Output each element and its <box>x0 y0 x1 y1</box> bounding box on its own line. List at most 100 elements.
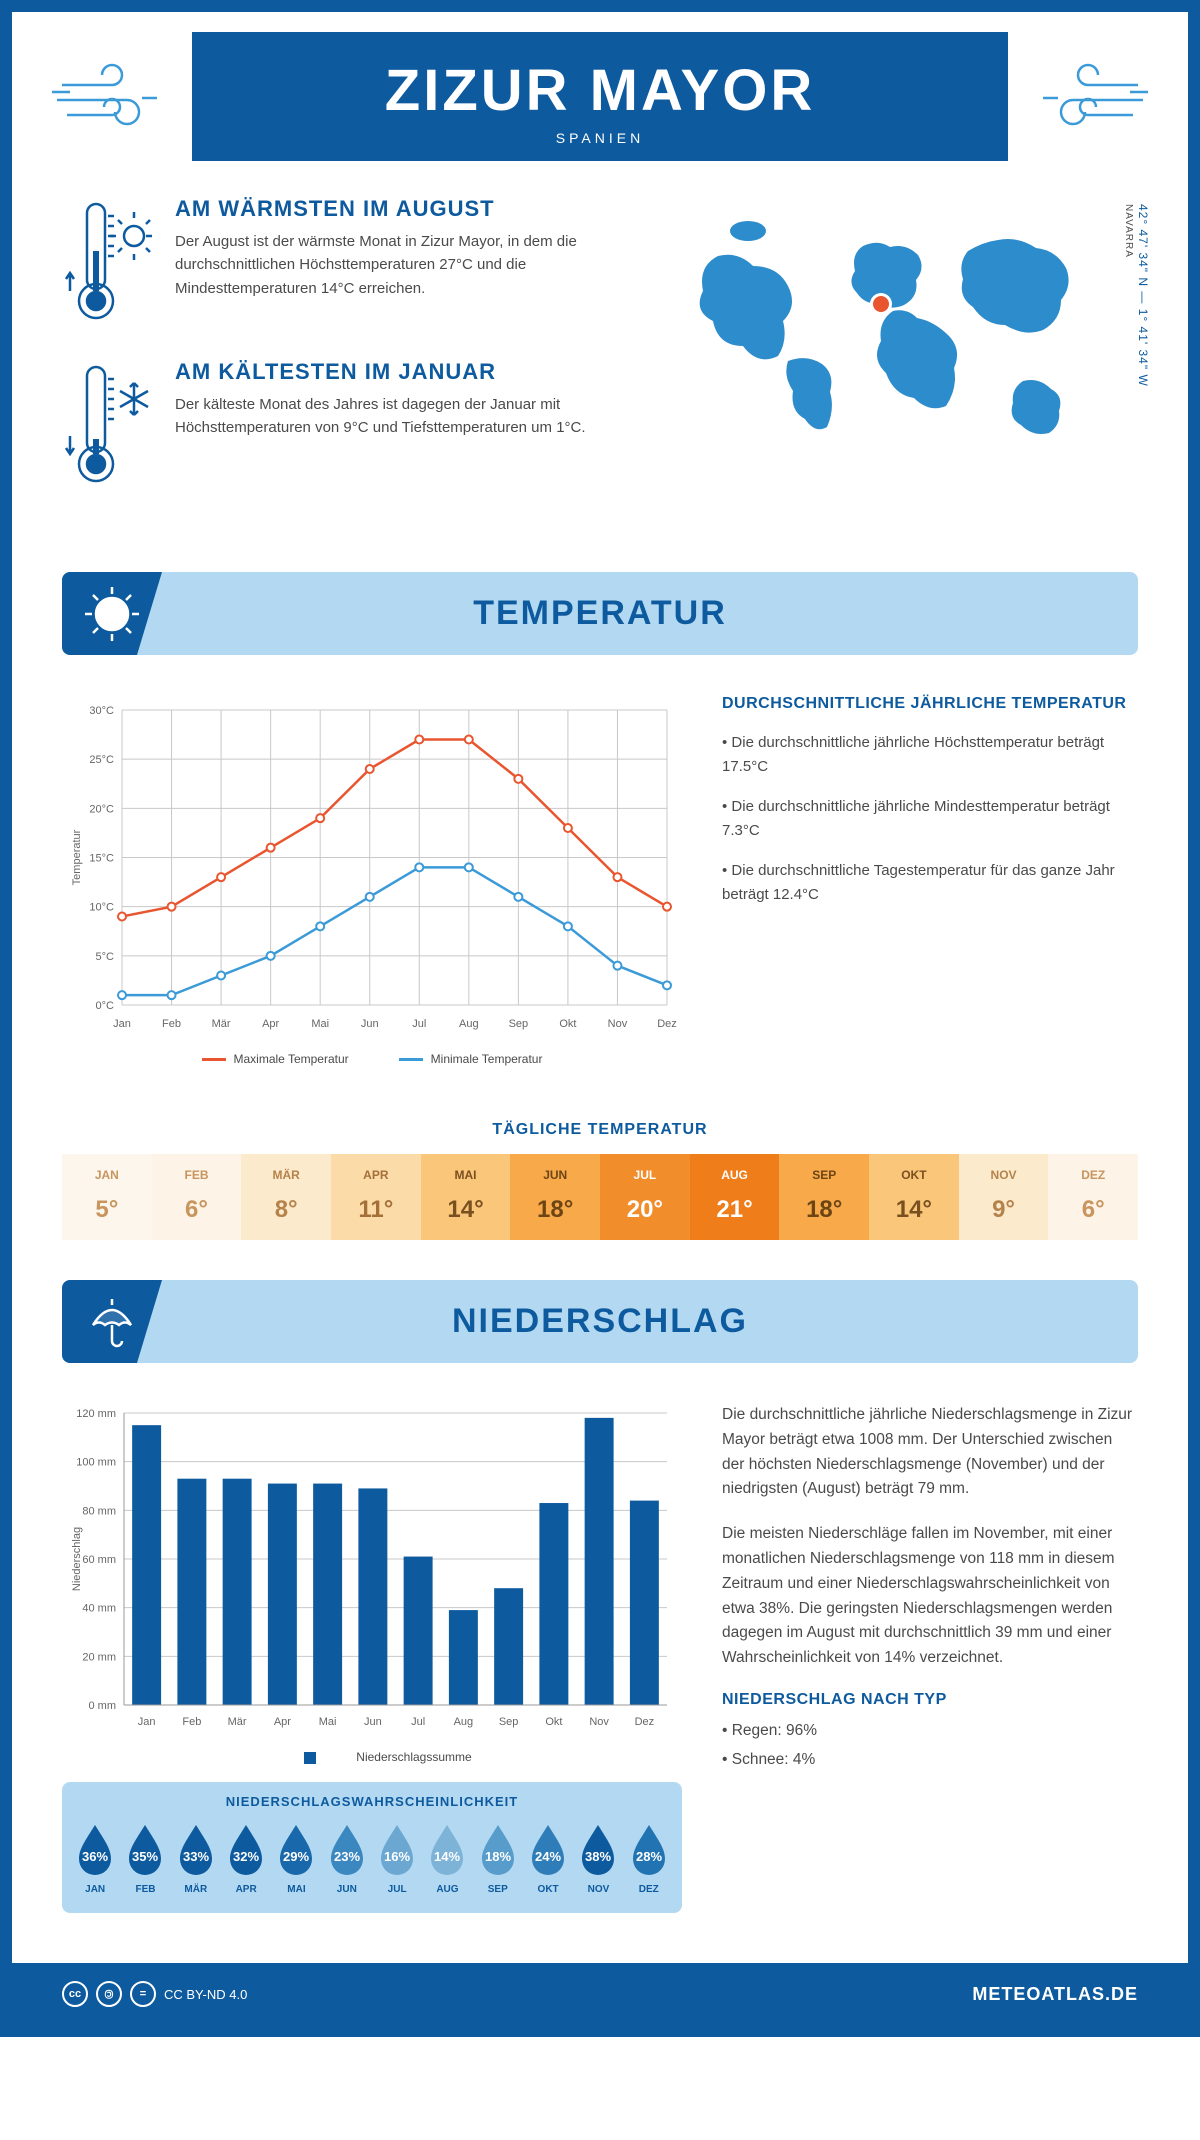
thermometer-cold-icon <box>62 359 157 494</box>
precipitation-probability-box: NIEDERSCHLAGSWAHRSCHEINLICHKEIT 36%JAN35… <box>62 1782 682 1913</box>
precip-legend: Niederschlagssumme <box>272 1750 471 1764</box>
svg-text:25°C: 25°C <box>89 754 114 766</box>
temp-stat-3: • Die durchschnittliche Tagestemperatur … <box>722 859 1138 907</box>
temperature-title: TEMPERATUR <box>62 594 1138 633</box>
month-cell: JUL20° <box>600 1154 690 1240</box>
probability-drop: 32%APR <box>224 1821 268 1895</box>
region-label: NAVARRA <box>1123 204 1134 258</box>
probability-drop: 18%SEP <box>476 1821 520 1895</box>
svg-text:20 mm: 20 mm <box>82 1651 116 1663</box>
svg-text:100 mm: 100 mm <box>76 1457 116 1469</box>
svg-text:Feb: Feb <box>162 1018 181 1030</box>
svg-text:Feb: Feb <box>182 1716 201 1728</box>
svg-text:Mär: Mär <box>212 1018 231 1030</box>
svg-text:80 mm: 80 mm <box>82 1505 116 1517</box>
svg-text:Temperatur: Temperatur <box>71 829 83 885</box>
svg-text:60 mm: 60 mm <box>82 1554 116 1566</box>
svg-text:0 mm: 0 mm <box>89 1700 117 1712</box>
month-cell: JUN18° <box>510 1154 600 1240</box>
svg-text:Apr: Apr <box>274 1716 291 1728</box>
wind-icon <box>52 60 172 145</box>
site-name: METEOATLAS.DE <box>972 1984 1138 2005</box>
svg-text:32%: 32% <box>233 1849 259 1864</box>
svg-text:18%: 18% <box>485 1849 511 1864</box>
svg-text:Jun: Jun <box>364 1716 382 1728</box>
temperature-section-header: TEMPERATUR <box>62 572 1138 655</box>
svg-text:Okt: Okt <box>559 1018 576 1030</box>
svg-text:38%: 38% <box>585 1849 611 1864</box>
svg-text:Sep: Sep <box>499 1716 519 1728</box>
month-cell: AUG21° <box>690 1154 780 1240</box>
license-text: CC BY-ND 4.0 <box>164 1987 247 2002</box>
svg-text:24%: 24% <box>535 1849 561 1864</box>
warmest-title: AM WÄRMSTEN IM AUGUST <box>175 196 638 222</box>
thermometer-hot-icon <box>62 196 157 331</box>
svg-text:0°C: 0°C <box>96 1000 115 1012</box>
probability-drop: 36%JAN <box>73 1821 117 1895</box>
svg-text:23%: 23% <box>334 1849 360 1864</box>
svg-text:Jan: Jan <box>113 1018 131 1030</box>
svg-text:Jul: Jul <box>412 1018 426 1030</box>
month-cell: OKT14° <box>869 1154 959 1240</box>
coldest-title: AM KÄLTESTEN IM JANUAR <box>175 359 638 385</box>
probability-drop: 28%DEZ <box>627 1821 671 1895</box>
coords-label: 42° 47' 34" N — 1° 41' 34" W <box>1136 204 1150 387</box>
probability-drop: 24%OKT <box>526 1821 570 1895</box>
precip-type-1: • Regen: 96% <box>722 1719 1138 1744</box>
month-cell: FEB6° <box>152 1154 242 1240</box>
prob-title: NIEDERSCHLAGSWAHRSCHEINLICHKEIT <box>62 1794 682 1809</box>
svg-text:Mai: Mai <box>311 1018 329 1030</box>
legend-min: Minimale Temperatur <box>399 1052 543 1066</box>
daily-temp-strip: JAN5°FEB6°MÄR8°APR11°MAI14°JUN18°JUL20°A… <box>62 1154 1138 1240</box>
precip-para-2: Die meisten Niederschläge fallen im Nove… <box>722 1522 1138 1671</box>
probability-drop: 33%MÄR <box>174 1821 218 1895</box>
nd-icon: = <box>130 1981 156 2007</box>
coldest-text: Der kälteste Monat des Jahres ist dagege… <box>175 393 638 440</box>
precipitation-section-header: NIEDERSCHLAG <box>62 1280 1138 1363</box>
probability-drop: 38%NOV <box>576 1821 620 1895</box>
legend-max: Maximale Temperatur <box>202 1052 349 1066</box>
svg-text:Mai: Mai <box>319 1716 337 1728</box>
svg-text:29%: 29% <box>283 1849 309 1864</box>
temp-stat-2: • Die durchschnittliche jährliche Mindes… <box>722 795 1138 843</box>
country-label: SPANIEN <box>212 130 988 146</box>
month-cell: MAI14° <box>421 1154 511 1240</box>
title-banner: ZIZUR MAYOR SPANIEN <box>192 32 1008 161</box>
temperature-line-chart: 0°C5°C10°C15°C20°C25°C30°CJanFebMärAprMa… <box>62 695 682 1066</box>
svg-text:Apr: Apr <box>262 1018 279 1030</box>
svg-text:Mär: Mär <box>228 1716 247 1728</box>
month-cell: NOV9° <box>959 1154 1049 1240</box>
svg-text:30°C: 30°C <box>89 705 114 717</box>
probability-drop: 29%MAI <box>274 1821 318 1895</box>
warmest-text: Der August ist der wärmste Monat in Zizu… <box>175 230 638 300</box>
svg-text:14%: 14% <box>434 1849 460 1864</box>
city-title: ZIZUR MAYOR <box>212 57 988 124</box>
svg-text:Jul: Jul <box>411 1716 425 1728</box>
svg-text:Dez: Dez <box>635 1716 655 1728</box>
month-cell: MÄR8° <box>241 1154 331 1240</box>
svg-text:16%: 16% <box>384 1849 410 1864</box>
svg-text:20°C: 20°C <box>89 803 114 815</box>
svg-text:Nov: Nov <box>589 1716 609 1728</box>
footer: cc 🄯 = CC BY-ND 4.0 METEOATLAS.DE <box>12 1963 1188 2025</box>
precip-type-2: • Schnee: 4% <box>722 1748 1138 1773</box>
probability-drop: 14%AUG <box>425 1821 469 1895</box>
svg-text:Aug: Aug <box>459 1018 479 1030</box>
world-map: NAVARRA 42° 47' 34" N — 1° 41' 34" W <box>668 196 1138 522</box>
svg-text:10°C: 10°C <box>89 902 114 914</box>
warmest-block: AM WÄRMSTEN IM AUGUST Der August ist der… <box>62 196 638 331</box>
probability-drop: 35%FEB <box>123 1821 167 1895</box>
month-cell: APR11° <box>331 1154 421 1240</box>
temp-stat-1: • Die durchschnittliche jährliche Höchst… <box>722 731 1138 779</box>
probability-drop: 23%JUN <box>325 1821 369 1895</box>
probability-drop: 16%JUL <box>375 1821 419 1895</box>
svg-text:Okt: Okt <box>545 1716 562 1728</box>
svg-text:36%: 36% <box>82 1849 108 1864</box>
svg-text:Aug: Aug <box>454 1716 474 1728</box>
umbrella-icon <box>62 1280 162 1363</box>
temp-stats-title: DURCHSCHNITTLICHE JÄHRLICHE TEMPERATUR <box>722 695 1138 713</box>
precip-type-title: NIEDERSCHLAG NACH TYP <box>722 1691 1138 1709</box>
svg-text:5°C: 5°C <box>96 951 115 963</box>
precip-para-1: Die durchschnittliche jährliche Niedersc… <box>722 1403 1138 1502</box>
svg-text:33%: 33% <box>183 1849 209 1864</box>
